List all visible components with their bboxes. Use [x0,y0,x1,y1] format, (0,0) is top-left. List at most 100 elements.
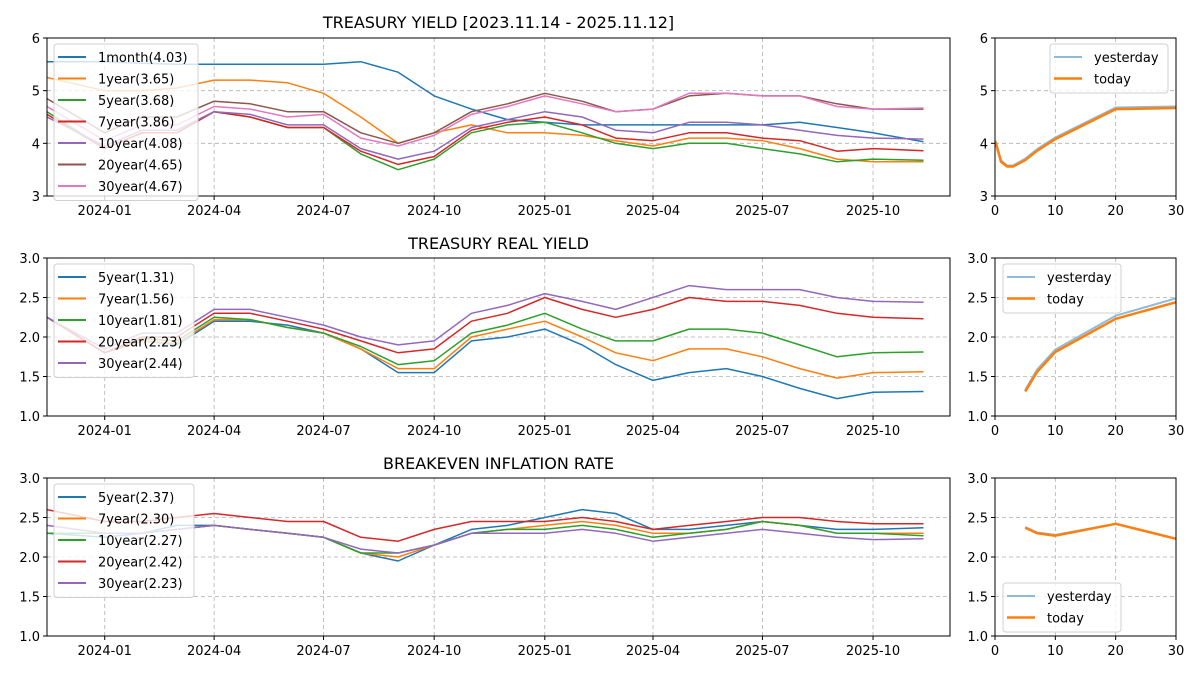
axes-frame [46,477,951,637]
series-line-yesterday [995,105,1176,167]
axes-frame [46,257,951,417]
x-tick-label: 2025-01 [518,644,572,659]
y-tick-label: 6 [32,32,40,47]
y-tick-label: 6 [980,32,988,47]
y-tick-label: 2.0 [967,551,988,566]
legend-label: 7year(2.30) [98,513,174,528]
y-tick-label: 5 [32,85,40,100]
axes-frame [994,257,1177,417]
y-tick-label: 1.0 [967,410,988,425]
axes-frame [994,477,1177,637]
legend: yesterday today [1002,582,1122,633]
x-tick-label: 2025-10 [846,204,900,219]
x-tick-label: 2025-04 [626,204,680,219]
chart-panel-3: TREASURY REAL YIELD 1.0 1.5 2.0 2.5 3.0 2024-0… [19,234,951,439]
x-tick-label: 2025-01 [518,424,572,439]
y-tick-label: 1.5 [967,371,988,386]
x-tick-label: 0 [991,424,999,439]
y-tick-label: 1.0 [967,630,988,645]
chart-title: TREASURY YIELD [2023.11.14 - 2025.11.12] [322,13,674,32]
y-tick-label: 2.0 [19,331,40,346]
y-tick-label: 1.5 [19,591,40,606]
x-tick-label: 2025-07 [735,644,789,659]
x-tick-label: 2024-01 [78,424,132,439]
series-line-today [1024,522,1176,541]
x-tick-label: 30 [1168,424,1185,439]
x-tick-label: 0 [991,204,999,219]
legend-label: 7year(3.86) [98,116,174,131]
series-line-30year-2-44- [47,284,924,350]
series-line-20year-2-42- [47,508,924,542]
x-tick-label: 10 [1047,424,1064,439]
x-tick-label: 10 [1047,204,1064,219]
x-tick-label: 2024-04 [187,424,241,439]
legend-label: 10year(2.27) [98,534,183,549]
x-tick-label: 2024-01 [78,204,132,219]
legend-label: 5year(2.37) [98,491,174,506]
x-tick-label: 2024-01 [78,644,132,659]
x-tick-label: 2024-07 [296,424,350,439]
series-line-today [995,106,1176,168]
chart-title: BREAKEVEN INFLATION RATE [383,454,614,473]
x-tick-label: 2025-07 [735,204,789,219]
legend: 1month(4.03) 1year(3.65) 5year(3.68) 7year(… [53,43,199,201]
y-tick-label: 2.5 [967,292,988,307]
x-tick-label: 2025-07 [735,424,789,439]
x-tick-label: 2025-01 [518,204,572,219]
y-tick-label: 3.0 [967,472,988,487]
chart-title: TREASURY REAL YIELD [407,234,589,253]
legend-label: 10year(1.81) [98,314,183,329]
legend-label: today [1047,612,1084,627]
x-tick-label: 2025-04 [626,424,680,439]
legend-box [53,43,199,201]
chart-panel-6: 1.0 1.5 2.0 2.5 3.0 0 10 20 30 yesterday today [967,472,1184,659]
y-tick-label: 2.5 [967,512,988,527]
series-line-20year-2-23- [47,296,924,354]
y-tick-label: 4 [32,137,40,152]
legend-label: 5year(3.68) [98,94,174,109]
legend-label: yesterday [1094,51,1159,66]
legend-label: 20year(2.23) [98,336,183,351]
series-line-today [1024,300,1176,393]
x-tick-label: 20 [1107,204,1124,219]
series-line-30year-2-23- [47,524,924,554]
legend-label: 1month(4.03) [98,51,188,66]
x-tick-label: 20 [1107,424,1124,439]
x-tick-label: 2025-10 [846,644,900,659]
y-tick-label: 1.0 [19,630,40,645]
series-line-1month-4-03- [47,60,924,143]
y-tick-label: 1.5 [19,371,40,386]
series-line-30year-4-67- [47,92,924,147]
series-line-7year-1-56- [47,316,924,379]
y-tick-label: 3.0 [19,252,40,267]
x-tick-label: 10 [1047,644,1064,659]
x-tick-label: 2024-10 [407,204,461,219]
series-line-10year-4-08- [47,110,924,160]
legend: yesterday today [1049,43,1169,94]
y-tick-label: 3.0 [19,472,40,487]
y-tick-label: 3 [980,190,988,205]
legend-label: 30year(2.44) [98,357,183,372]
y-tick-label: 3 [32,190,40,205]
y-tick-label: 4 [980,137,988,152]
legend-label: 1year(3.65) [98,73,174,88]
legend-box [53,263,195,378]
legend-label: 7year(1.56) [98,293,174,308]
x-tick-label: 30 [1168,204,1185,219]
chart-panel-4: 1.0 1.5 2.0 2.5 3.0 0 10 20 30 yesterday today [967,252,1184,439]
x-tick-label: 30 [1168,644,1185,659]
series-line-10year-1-81- [47,312,924,366]
chart-panel-2: 3 4 5 6 0 10 20 30 yesterday today [980,32,1185,219]
y-tick-label: 2.5 [19,512,40,527]
x-tick-label: 2024-07 [296,204,350,219]
axes-frame [46,37,951,197]
legend: 5year(2.37) 7year(2.30) 10year(2.27) 20year… [53,483,195,598]
y-tick-label: 3.0 [967,252,988,267]
series-line-5year-1-31- [47,316,924,400]
chart-panel-5: BREAKEVEN INFLATION RATE 1.0 1.5 2.0 2.5 3.0 2… [19,454,951,659]
legend-label: today [1094,73,1131,88]
legend: 5year(1.31) 7year(1.56) 10year(1.81) 20year… [53,263,195,378]
legend-label: 20year(2.42) [98,556,183,571]
x-tick-label: 2024-07 [296,644,350,659]
